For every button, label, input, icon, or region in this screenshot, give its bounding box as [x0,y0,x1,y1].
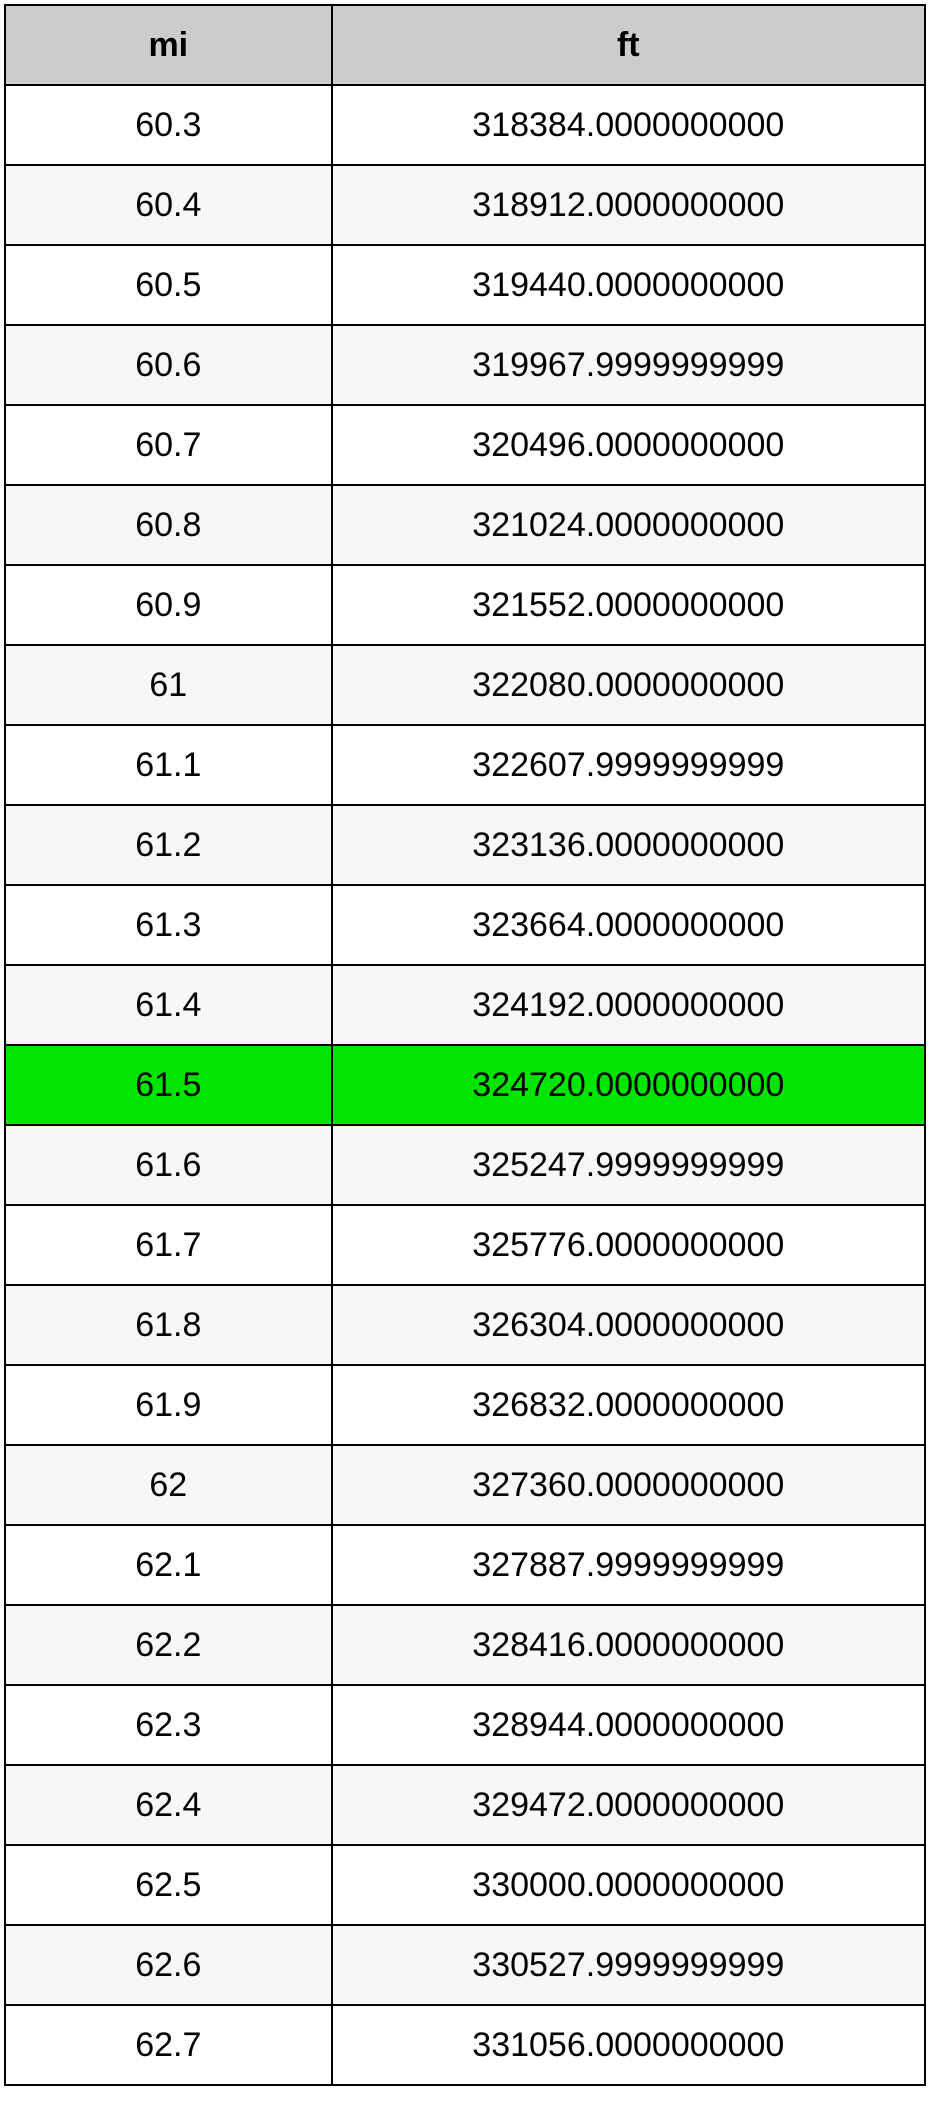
table-row: 61.6325247.9999999999 [5,1125,925,1205]
cell-mi: 61.3 [5,885,332,965]
table-row: 60.8321024.0000000000 [5,485,925,565]
cell-mi: 61.4 [5,965,332,1045]
table-row: 60.7320496.0000000000 [5,405,925,485]
cell-mi: 60.6 [5,325,332,405]
table-row: 62.4329472.0000000000 [5,1765,925,1845]
cell-ft: 320496.0000000000 [332,405,925,485]
table-row: 61.8326304.0000000000 [5,1285,925,1365]
table-row: 60.4318912.0000000000 [5,165,925,245]
cell-ft: 325776.0000000000 [332,1205,925,1285]
table-row: 62.5330000.0000000000 [5,1845,925,1925]
cell-ft: 328416.0000000000 [332,1605,925,1685]
table-row: 62.1327887.9999999999 [5,1525,925,1605]
cell-ft: 325247.9999999999 [332,1125,925,1205]
cell-ft: 330000.0000000000 [332,1845,925,1925]
table-row: 60.5319440.0000000000 [5,245,925,325]
cell-ft: 321024.0000000000 [332,485,925,565]
cell-mi: 62.6 [5,1925,332,2005]
cell-mi: 62.2 [5,1605,332,1685]
table-row: 62.2328416.0000000000 [5,1605,925,1685]
cell-mi: 62.5 [5,1845,332,1925]
cell-mi: 62 [5,1445,332,1525]
cell-ft: 318912.0000000000 [332,165,925,245]
cell-mi: 62.1 [5,1525,332,1605]
cell-mi: 61.5 [5,1045,332,1125]
cell-ft: 326832.0000000000 [332,1365,925,1445]
table-row: 61.1322607.9999999999 [5,725,925,805]
conversion-table: mi ft 60.3318384.000000000060.4318912.00… [4,4,926,2086]
table-row: 61.4324192.0000000000 [5,965,925,1045]
cell-mi: 60.7 [5,405,332,485]
table-row: 62327360.0000000000 [5,1445,925,1525]
cell-mi: 61.1 [5,725,332,805]
table-row: 62.6330527.9999999999 [5,1925,925,2005]
cell-mi: 62.7 [5,2005,332,2085]
table-row: 61.7325776.0000000000 [5,1205,925,1285]
cell-ft: 319967.9999999999 [332,325,925,405]
cell-ft: 326304.0000000000 [332,1285,925,1365]
cell-ft: 321552.0000000000 [332,565,925,645]
column-header-ft: ft [332,5,925,85]
cell-mi: 62.3 [5,1685,332,1765]
table-header-row: mi ft [5,5,925,85]
cell-ft: 330527.9999999999 [332,1925,925,2005]
table-body: 60.3318384.000000000060.4318912.00000000… [5,85,925,2085]
cell-ft: 323664.0000000000 [332,885,925,965]
table-row: 62.7331056.0000000000 [5,2005,925,2085]
table-row: 61.5324720.0000000000 [5,1045,925,1125]
table-row: 60.6319967.9999999999 [5,325,925,405]
cell-mi: 61.6 [5,1125,332,1205]
table-row: 61322080.0000000000 [5,645,925,725]
cell-ft: 324720.0000000000 [332,1045,925,1125]
cell-mi: 62.4 [5,1765,332,1845]
cell-ft: 323136.0000000000 [332,805,925,885]
table-row: 60.3318384.0000000000 [5,85,925,165]
table-row: 60.9321552.0000000000 [5,565,925,645]
cell-ft: 329472.0000000000 [332,1765,925,1845]
cell-mi: 60.5 [5,245,332,325]
cell-mi: 61.9 [5,1365,332,1445]
cell-mi: 61.7 [5,1205,332,1285]
cell-ft: 322080.0000000000 [332,645,925,725]
cell-ft: 327887.9999999999 [332,1525,925,1605]
cell-ft: 328944.0000000000 [332,1685,925,1765]
table-row: 61.3323664.0000000000 [5,885,925,965]
cell-mi: 61.2 [5,805,332,885]
cell-ft: 318384.0000000000 [332,85,925,165]
cell-ft: 324192.0000000000 [332,965,925,1045]
cell-mi: 60.9 [5,565,332,645]
cell-ft: 319440.0000000000 [332,245,925,325]
cell-mi: 61 [5,645,332,725]
cell-ft: 322607.9999999999 [332,725,925,805]
cell-ft: 327360.0000000000 [332,1445,925,1525]
column-header-mi: mi [5,5,332,85]
cell-mi: 60.4 [5,165,332,245]
cell-mi: 60.3 [5,85,332,165]
table-row: 61.2323136.0000000000 [5,805,925,885]
table-row: 61.9326832.0000000000 [5,1365,925,1445]
cell-ft: 331056.0000000000 [332,2005,925,2085]
cell-mi: 60.8 [5,485,332,565]
cell-mi: 61.8 [5,1285,332,1365]
table-row: 62.3328944.0000000000 [5,1685,925,1765]
